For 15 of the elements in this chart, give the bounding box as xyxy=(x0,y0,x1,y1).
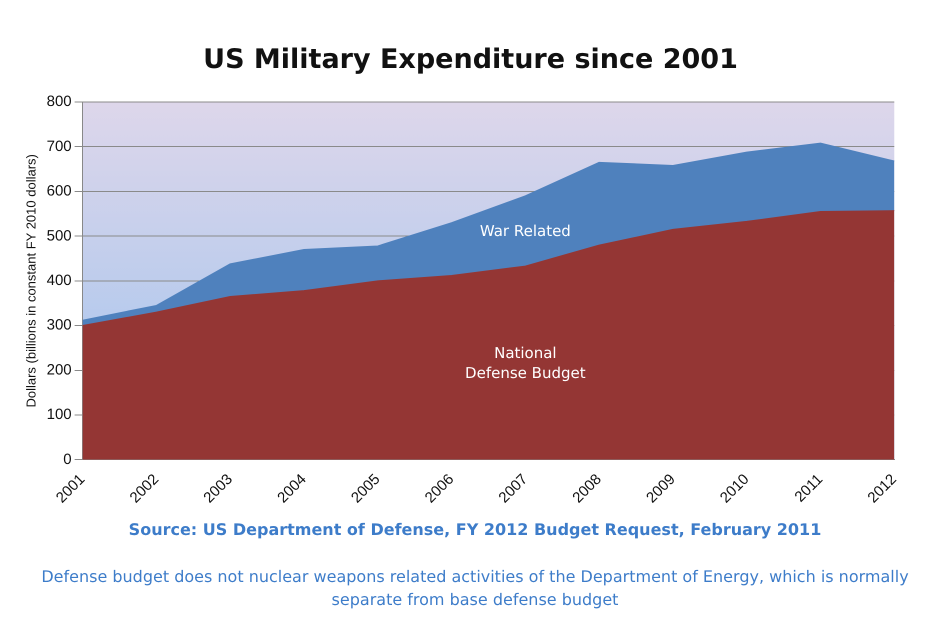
y-tick-label: 200 xyxy=(46,361,72,378)
y-tick-label: 300 xyxy=(46,316,72,334)
y-axis-title: Dollars (billions in constant FY 2010 dollars) xyxy=(23,154,38,408)
y-tick-label: 0 xyxy=(63,450,72,468)
y-tick-label: 500 xyxy=(46,227,72,244)
y-tick-label: 400 xyxy=(46,272,72,289)
y-tick-label: 100 xyxy=(46,406,72,424)
text: Defense budget does not nuclear weapons related activities of the Department of Energy, which is normally separate from base defense budget xyxy=(40,566,910,611)
y-tick-label: 700 xyxy=(46,138,72,155)
chart-title: US Military Expenditure since 2001 xyxy=(202,44,739,75)
series-label: War Related xyxy=(480,222,571,240)
y-tick-label: 600 xyxy=(46,182,72,200)
y-tick-label: 800 xyxy=(46,93,72,110)
source-note: Source: US Department of Defense, FY 2012 Budget Request, February 2011 xyxy=(128,520,822,539)
series-label: National Defense Budget xyxy=(465,344,586,382)
